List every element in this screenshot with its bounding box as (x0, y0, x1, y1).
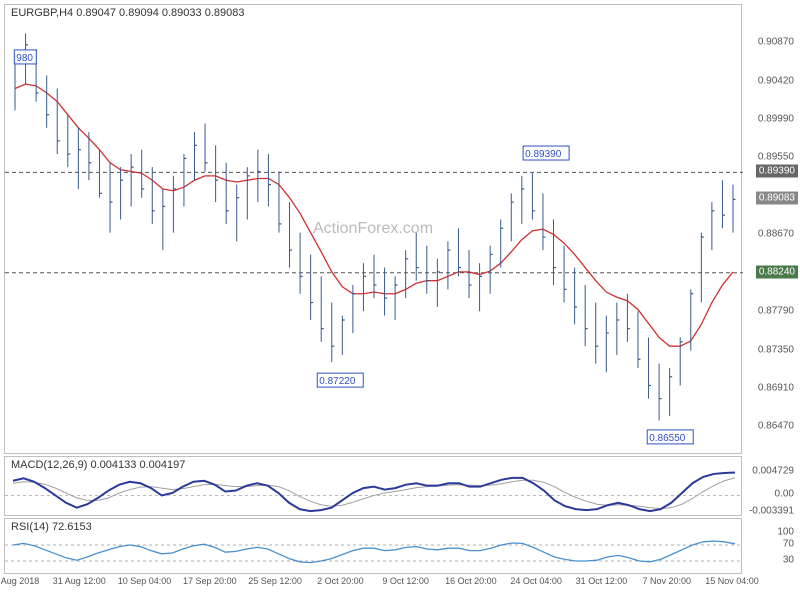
rsi-y-tick: 30 (783, 555, 794, 566)
rsi-svg (5, 519, 743, 575)
price-tag: 0.88240 (756, 265, 798, 278)
svg-text:0.87220: 0.87220 (319, 376, 356, 387)
svg-text:980: 980 (16, 53, 33, 64)
x-tick: 31 Aug 12:00 (53, 576, 106, 586)
price-y-tick: 0.89990 (758, 113, 794, 124)
price-svg: 980 0.87220 0.89390 0.86550 (5, 5, 743, 455)
rsi-value: 72.6153 (52, 521, 92, 533)
x-axis: 24 Aug 201831 Aug 12:0010 Sep 04:0017 Se… (4, 576, 742, 596)
x-tick: 10 Sep 04:00 (118, 576, 172, 586)
price-y-tick: 0.88670 (758, 229, 794, 240)
x-tick: 25 Sep 12:00 (248, 576, 302, 586)
price-y-tick: 0.86910 (758, 382, 794, 393)
x-tick: 15 Nov 04:00 (705, 576, 759, 586)
x-tick: 7 Nov 20:00 (642, 576, 691, 586)
x-tick: 16 Oct 20:00 (445, 576, 497, 586)
x-tick: 2 Oct 20:00 (317, 576, 364, 586)
price-y-axis: 0.86470 0.86910 0.87350 0.87790 0.88240 0.886… (744, 4, 798, 454)
price-tag: 0.89390 (756, 165, 798, 178)
rsi-label: RSI(14) (11, 521, 49, 533)
macd-v2: 0.004197 (139, 459, 185, 471)
ohlc-open: 0.89047 (76, 7, 116, 19)
rsi-title: RSI(14) 72.6153 (11, 521, 92, 533)
price-y-tick: 0.90420 (758, 76, 794, 87)
rsi-y-tick: 70 (783, 539, 794, 550)
price-y-tick: 0.87350 (758, 344, 794, 355)
price-y-tick: 0.86470 (758, 421, 794, 432)
ohlc-high: 0.89094 (119, 7, 159, 19)
macd-v1: 0.004133 (90, 459, 136, 471)
x-tick: 24 Aug 2018 (0, 576, 39, 586)
price-chart-panel: EURGBP,H4 0.89047 0.89094 0.89033 0.8908… (4, 4, 742, 454)
ohlc-low: 0.89033 (162, 7, 202, 19)
macd-y-tick: 0.00 (775, 489, 794, 500)
symbol-label: EURGBP,H4 (11, 7, 73, 19)
x-tick: 31 Oct 12:00 (576, 576, 628, 586)
macd-y-tick: -0.003391 (749, 506, 794, 517)
price-y-tick: 0.87790 (758, 306, 794, 317)
price-y-tick: 0.90870 (758, 37, 794, 48)
price-tag: 0.89083 (756, 192, 798, 205)
chart-title: EURGBP,H4 0.89047 0.89094 0.89033 0.8908… (11, 7, 244, 19)
macd-y-tick: 0.004729 (752, 466, 794, 477)
svg-text:0.86550: 0.86550 (649, 433, 686, 444)
x-tick: 9 Oct 12:00 (382, 576, 429, 586)
rsi-y-tick: 100 (777, 527, 794, 538)
rsi-panel: RSI(14) 72.6153 (4, 518, 742, 574)
macd-label: MACD(12,26,9) (11, 459, 87, 471)
x-tick: 24 Oct 04:00 (510, 576, 562, 586)
macd-title: MACD(12,26,9) 0.004133 0.004197 (11, 459, 185, 471)
macd-y-axis: -0.003391 0.00 0.004729 (744, 456, 798, 516)
macd-panel: MACD(12,26,9) 0.004133 0.004197 (4, 456, 742, 516)
rsi-y-axis: 30 70100 (744, 518, 798, 574)
x-tick: 17 Sep 20:00 (183, 576, 237, 586)
price-y-tick: 0.89550 (758, 152, 794, 163)
ohlc-close: 0.89083 (205, 7, 245, 19)
svg-text:0.89390: 0.89390 (525, 149, 562, 160)
